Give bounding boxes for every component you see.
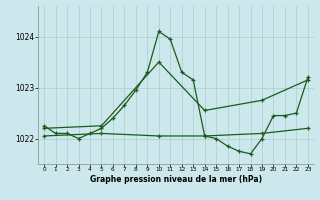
X-axis label: Graphe pression niveau de la mer (hPa): Graphe pression niveau de la mer (hPa) xyxy=(90,175,262,184)
